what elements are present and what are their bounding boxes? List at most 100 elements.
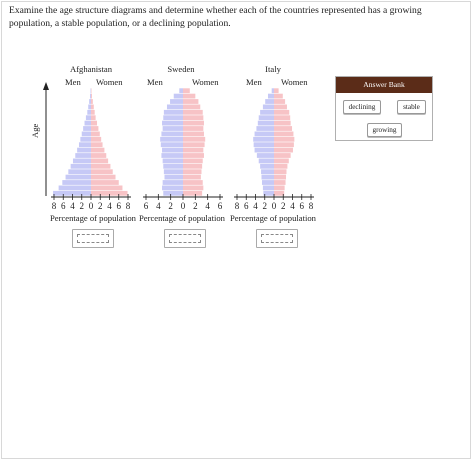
country-name-sweden: Sweden <box>167 64 195 74</box>
x-tick-label-italy: 6 <box>244 201 249 211</box>
women-bar-italy <box>274 142 294 148</box>
x-tick-label-sweden: 2 <box>168 201 173 211</box>
men-bar-afghanistan <box>81 131 91 137</box>
women-bar-afghanistan <box>91 169 113 175</box>
xlabel-afghanistan: Percentage of population <box>50 213 136 223</box>
women-bar-sweden <box>183 126 204 131</box>
xlabel-sweden: Percentage of population <box>139 213 225 223</box>
x-tick-label-italy: 8 <box>235 201 240 211</box>
men-bar-italy <box>254 131 274 137</box>
men-label-sweden: Men <box>147 77 163 87</box>
x-tick-label-italy: 2 <box>281 201 286 211</box>
women-bar-italy <box>274 99 286 104</box>
women-bar-italy <box>274 153 291 158</box>
men-bar-sweden <box>163 190 183 196</box>
men-bar-italy <box>262 104 274 110</box>
women-bar-afghanistan <box>91 131 100 137</box>
men-bar-italy <box>258 115 274 121</box>
women-bar-italy <box>274 115 291 121</box>
men-bar-italy <box>262 185 274 191</box>
men-bar-afghanistan <box>53 190 91 196</box>
women-bar-sweden <box>183 99 199 104</box>
women-bar-italy <box>274 88 279 94</box>
women-bar-sweden <box>183 136 206 142</box>
women-bar-sweden <box>183 185 204 191</box>
women-bar-afghanistan <box>91 93 92 99</box>
women-bar-sweden <box>183 153 204 158</box>
answer-target-italy[interactable] <box>256 229 298 248</box>
women-bar-italy <box>274 147 293 153</box>
men-bar-italy <box>253 142 274 148</box>
women-bar-afghanistan <box>91 104 94 110</box>
women-bar-italy <box>274 169 287 175</box>
answer-target-afghanistan[interactable] <box>72 229 114 248</box>
women-bar-sweden <box>183 115 204 121</box>
women-bar-afghanistan <box>91 163 111 169</box>
men-bar-italy <box>257 120 274 126</box>
men-bar-sweden <box>160 136 183 142</box>
women-label-sweden: Women <box>192 77 219 87</box>
x-tick-label-italy: 2 <box>263 201 268 211</box>
x-tick-label-afghanistan: 4 <box>70 201 75 211</box>
x-tick-label-italy: 4 <box>253 201 258 211</box>
x-tick-label-afghanistan: 6 <box>117 201 122 211</box>
men-bar-sweden <box>161 153 183 158</box>
men-bar-afghanistan <box>90 93 91 99</box>
x-tick-label-italy: 8 <box>309 201 314 211</box>
men-bar-italy <box>253 136 274 142</box>
women-bar-sweden <box>183 131 204 137</box>
men-bar-sweden <box>163 115 183 121</box>
women-bar-italy <box>274 120 291 126</box>
women-bar-afghanistan <box>91 153 107 158</box>
women-label-afghanistan: Women <box>96 77 123 87</box>
women-bar-afghanistan <box>91 174 116 180</box>
answer-chip-declining[interactable]: declining <box>343 100 381 114</box>
men-bar-italy <box>265 99 274 104</box>
men-bar-italy <box>254 147 274 153</box>
women-bar-sweden <box>183 120 204 126</box>
men-bar-afghanistan <box>68 169 91 175</box>
x-tick-label-afghanistan: 2 <box>98 201 103 211</box>
answer-chip-stable[interactable]: stable <box>397 100 426 114</box>
men-bar-sweden <box>162 158 183 164</box>
women-bar-italy <box>274 190 285 196</box>
men-bar-afghanistan <box>58 185 91 191</box>
x-tick-label-sweden: 6 <box>144 201 149 211</box>
men-bar-afghanistan <box>85 115 91 121</box>
answer-chip-growing[interactable]: growing <box>367 123 402 137</box>
men-bar-afghanistan <box>89 99 91 104</box>
x-tick-label-sweden: 0 <box>181 201 186 211</box>
women-bar-afghanistan <box>91 120 98 126</box>
men-bar-italy <box>260 109 274 115</box>
women-bar-italy <box>274 126 293 131</box>
women-bar-afghanistan <box>91 190 128 196</box>
women-bar-afghanistan <box>91 158 109 164</box>
women-bar-italy <box>274 136 295 142</box>
x-tick-label-afghanistan: 8 <box>126 201 131 211</box>
women-bar-italy <box>274 158 289 164</box>
women-bar-sweden <box>183 190 203 196</box>
men-bar-sweden <box>161 131 183 137</box>
women-bar-afghanistan <box>91 99 93 104</box>
women-bar-afghanistan <box>91 126 99 131</box>
men-bar-sweden <box>164 174 183 180</box>
answer-target-sweden[interactable] <box>164 229 206 248</box>
women-bar-sweden <box>183 163 203 169</box>
women-bar-italy <box>274 93 283 99</box>
men-bar-italy <box>256 126 274 131</box>
women-bar-italy <box>274 163 288 169</box>
men-bar-sweden <box>162 185 183 191</box>
x-tick-label-afghanistan: 6 <box>61 201 66 211</box>
xlabel-italy: Percentage of population <box>230 213 316 223</box>
women-bar-sweden <box>183 88 190 94</box>
x-tick-label-italy: 4 <box>290 201 295 211</box>
women-label-italy: Women <box>281 77 308 87</box>
women-bar-sweden <box>183 142 205 148</box>
country-name-italy: Italy <box>265 64 281 74</box>
men-bar-sweden <box>170 99 183 104</box>
men-bar-afghanistan <box>62 180 91 185</box>
women-bar-sweden <box>183 147 204 153</box>
